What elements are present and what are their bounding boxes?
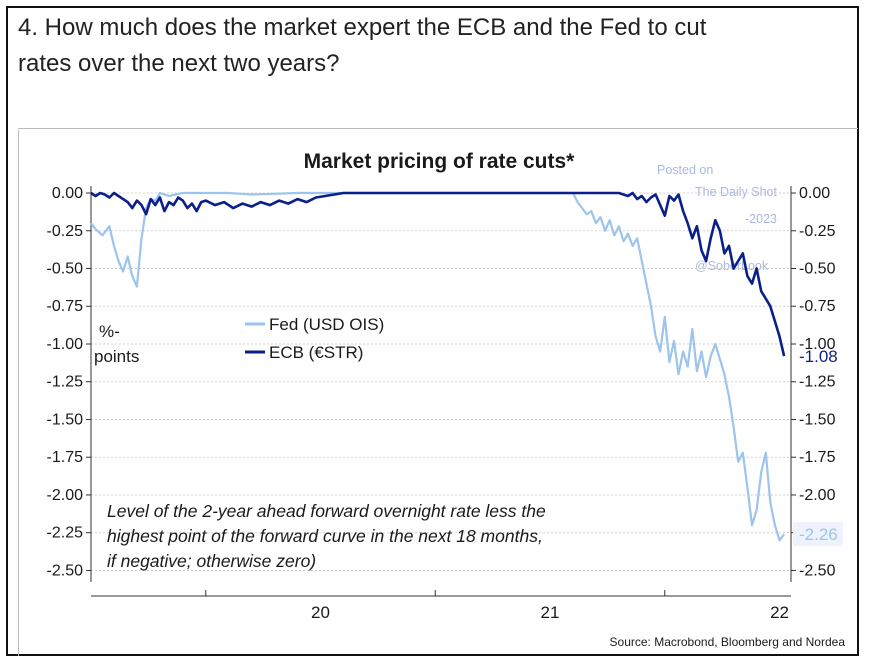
annotation-line-1: Level of the 2-year ahead forward overni…	[107, 501, 546, 521]
watermark: Posted on The Daily Shot -2023 @SoberLoo…	[657, 163, 778, 273]
y-tick-label-right: -1.50	[799, 411, 836, 428]
y-tick-label-right: -1.00	[799, 336, 836, 353]
x-tick-label: 20	[311, 603, 330, 622]
series-end-labels: -2.26 -1.08	[793, 347, 843, 547]
legend-label: ECB (€STR)	[269, 343, 363, 362]
y-tick-label-right: -2.50	[799, 562, 836, 579]
y-tick-label-right: -2.00	[799, 487, 836, 504]
y-tick-label-left: -1.50	[47, 411, 84, 428]
series-end-label-ecb: -1.08	[799, 347, 838, 366]
y-tick-label-left: -1.25	[47, 374, 84, 391]
y-tick-label-left: -0.25	[47, 223, 84, 240]
question-line-1: 4. How much does the market expert the E…	[18, 14, 707, 41]
content-frame	[6, 6, 859, 656]
x-tick-labels: 20 21 22	[311, 603, 789, 622]
divider	[18, 128, 858, 129]
annotation: Level of the 2-year ahead forward overni…	[107, 501, 546, 571]
y-tick-label-left: -2.00	[47, 487, 84, 504]
y-tick-label-right: -0.75	[799, 298, 836, 315]
y-tick-label-right: -1.25	[799, 374, 836, 391]
y-tick-labels-right: 0.00 -0.25 -0.50 -0.75 -1.00 -1.25 -1.50 -1.75 -…	[799, 185, 836, 579]
y-tick-label-left: -1.00	[47, 336, 84, 353]
grid-lines	[86, 192, 796, 571]
y-tick-label-right: 0.00	[799, 185, 830, 202]
y-tick-label-left: -1.75	[47, 449, 84, 466]
unit-label-line-1: %-	[99, 322, 120, 341]
legend-label: Fed (USD OIS)	[269, 315, 384, 334]
y-tick-label-left: -0.50	[47, 261, 84, 278]
source-note: Source: Macrobond, Bloomberg and Nordea	[610, 635, 846, 649]
y-tick-label-left: -2.50	[47, 562, 84, 579]
x-tick-label: 21	[541, 603, 560, 622]
unit-label: %- points	[94, 322, 139, 366]
series-line-fed	[90, 191, 785, 542]
annotation-line-2: highest point of the forward curve in th…	[107, 526, 543, 546]
annotation-line-3: if negative; otherwise zero)	[107, 551, 316, 571]
rate-cuts-chart: Market pricing of rate cuts* Posted on T…	[47, 150, 846, 649]
y-tick-label-right: -1.75	[799, 449, 836, 466]
question-text: 4. How much does the market expert the E…	[18, 10, 858, 82]
y-tick-labels-left: 0.00 -0.25 -0.50 -0.75 -1.00 -1.25 -1.50 -1.75 -…	[47, 185, 84, 579]
unit-label-line-2: points	[94, 347, 139, 366]
series-line-ecb	[90, 191, 786, 357]
x-tick-label: 22	[770, 603, 789, 622]
y-tick-label-right: -0.50	[799, 261, 836, 278]
chart-panel: Market pricing of rate cuts* Posted on T…	[18, 130, 859, 656]
chart-title: Market pricing of rate cuts*	[304, 150, 576, 173]
series-lines	[90, 191, 786, 542]
watermark-line-1: Posted on	[657, 163, 713, 177]
y-tick-label-right: -0.25	[799, 223, 836, 240]
watermark-line-2: The Daily Shot	[695, 185, 778, 199]
y-tick-label-left: -0.75	[47, 298, 84, 315]
end-label-background	[793, 522, 843, 547]
axes	[90, 186, 792, 597]
legend: Fed (USD OIS) ECB (€STR)	[245, 315, 384, 362]
watermark-line-3: -2023	[745, 212, 777, 226]
question-line-2: rates over the next two years?	[18, 50, 340, 77]
y-tick-label-left: -2.25	[47, 525, 84, 542]
series-end-label-fed: -2.26	[799, 525, 838, 544]
y-tick-label-left: 0.00	[52, 185, 83, 202]
